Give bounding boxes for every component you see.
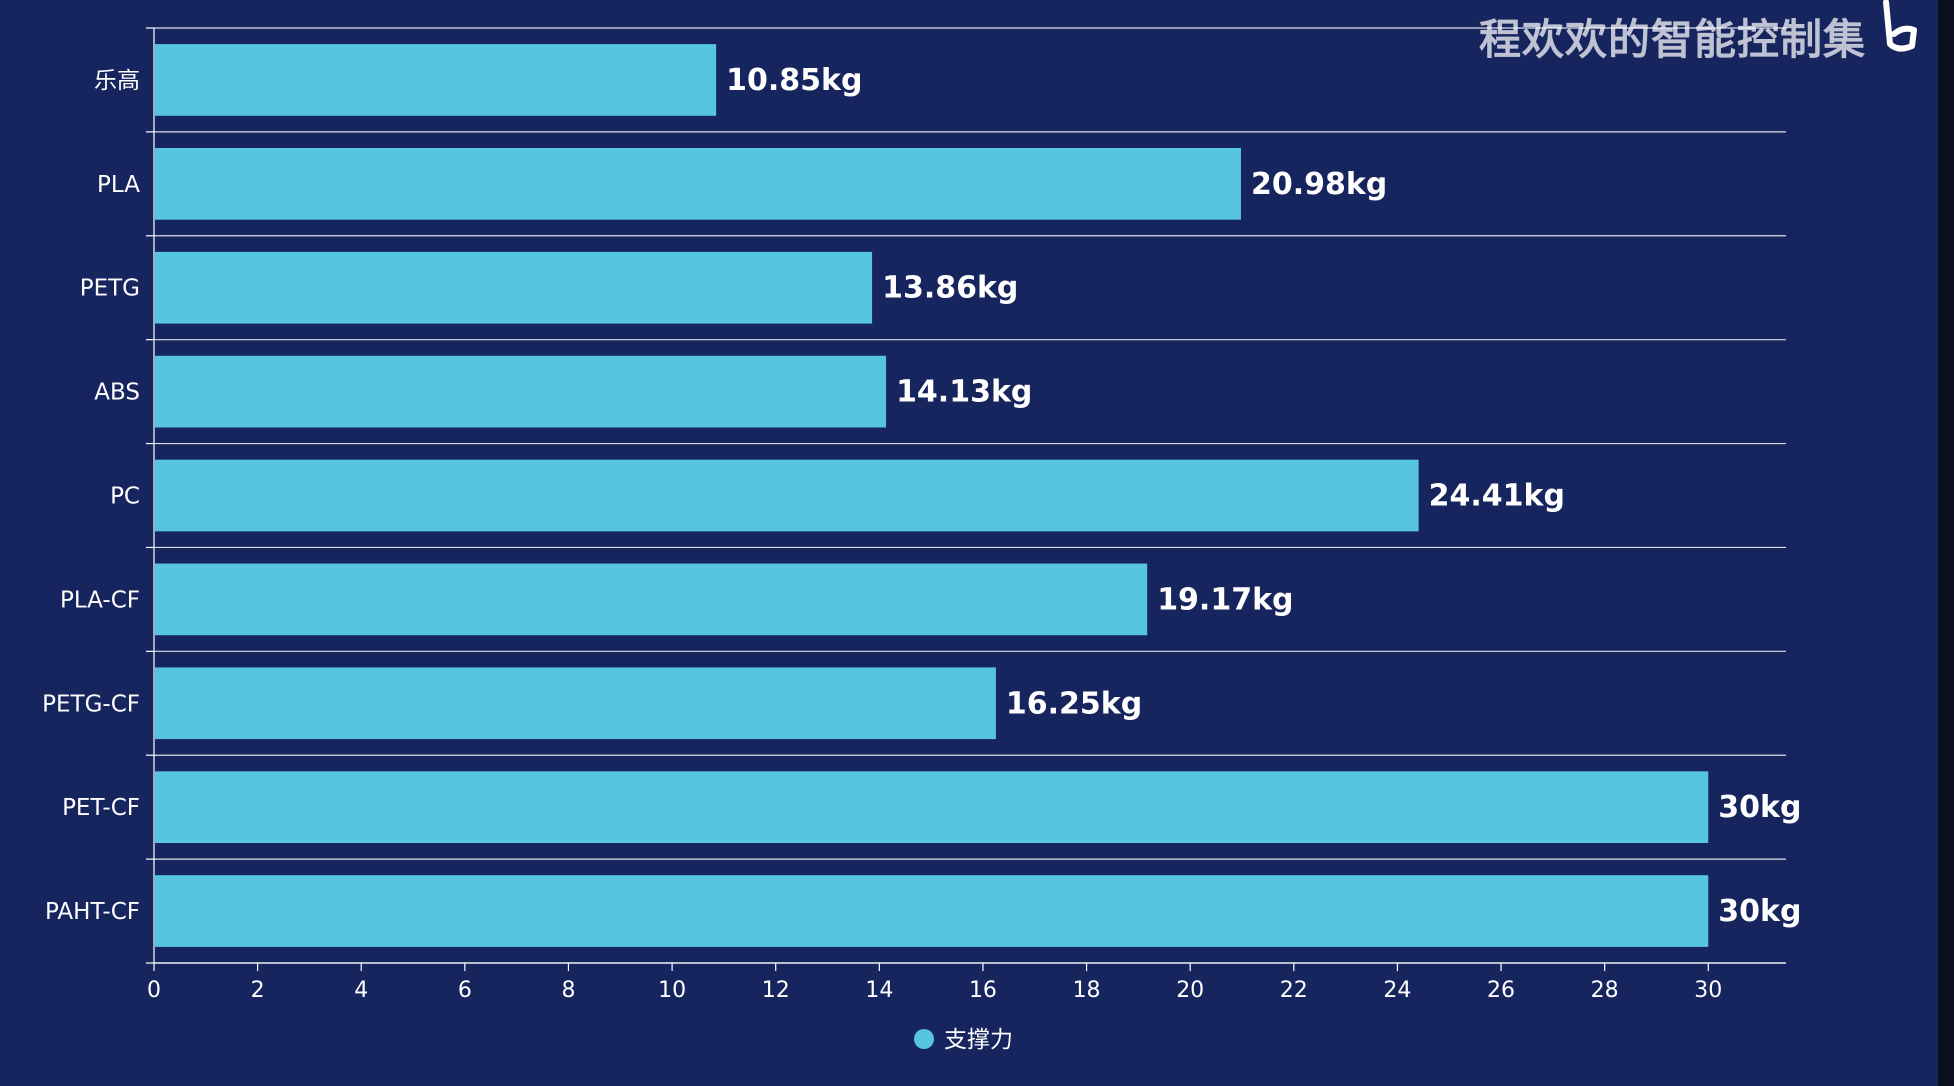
data-label: 14.13kg: [896, 375, 1032, 410]
x-tick-label: 18: [1073, 978, 1101, 1003]
window-edge: [1938, 0, 1954, 1086]
bar[interactable]: [155, 563, 1148, 636]
category-label: PLA-CF: [60, 587, 140, 613]
bar[interactable]: [155, 459, 1419, 532]
category-label: PAHT-CF: [45, 899, 140, 925]
bar[interactable]: [155, 251, 873, 324]
category-label: ABS: [94, 380, 140, 406]
data-label: 30kg: [1718, 894, 1801, 929]
x-tick-label: 22: [1280, 978, 1308, 1003]
x-tick-label: 26: [1487, 978, 1515, 1003]
bar[interactable]: [155, 771, 1709, 844]
x-tick-label: 4: [354, 978, 368, 1003]
bar[interactable]: [155, 667, 996, 740]
category-label: PLA: [97, 172, 140, 198]
data-label: 24.41kg: [1429, 479, 1565, 514]
x-tick-label: 10: [658, 978, 686, 1003]
x-tick-label: 2: [251, 978, 265, 1003]
x-tick-label: 30: [1694, 978, 1722, 1003]
x-tick-label: 8: [561, 978, 575, 1003]
x-tick-label: 14: [865, 978, 893, 1003]
x-tick-label: 16: [969, 978, 997, 1003]
legend[interactable]: 支撑力: [914, 1027, 1013, 1053]
x-tick-label: 6: [458, 978, 472, 1003]
category-label: PETG: [80, 276, 140, 302]
bars: 10.85kg 20.98kg 13.86kg 14.13kg 24.41kg 19.17…: [155, 44, 1801, 947]
axes: 乐高 PLA PETG ABS PC PLA-CF PETG-CF PET-CF PAHT-CF…: [42, 27, 1786, 1003]
bar[interactable]: [155, 147, 1241, 220]
category-label: 乐高: [94, 68, 140, 94]
category-label: PC: [110, 484, 140, 510]
x-tick-label: 20: [1176, 978, 1204, 1003]
bar[interactable]: [155, 875, 1709, 947]
data-label: 20.98kg: [1251, 167, 1387, 202]
x-tick-label: 12: [762, 978, 790, 1003]
bar[interactable]: [155, 355, 887, 428]
data-label: 30kg: [1718, 790, 1801, 825]
bilibili-logo-icon: [1883, 0, 1917, 52]
x-tick-label: 24: [1383, 978, 1411, 1003]
data-label: 19.17kg: [1157, 582, 1293, 617]
legend-label[interactable]: 支撑力: [944, 1027, 1013, 1053]
bar[interactable]: [155, 44, 717, 116]
category-label: PET-CF: [62, 795, 140, 821]
data-label: 13.86kg: [882, 271, 1018, 306]
x-tick-label: 28: [1591, 978, 1619, 1003]
x-tick-label: 0: [147, 978, 161, 1003]
data-label: 10.85kg: [726, 63, 862, 98]
category-label: PETG-CF: [42, 691, 140, 717]
watermark-text: 程欢欢的智能控制集: [1478, 15, 1866, 64]
data-label: 16.25kg: [1006, 686, 1142, 721]
legend-swatch[interactable]: [914, 1029, 934, 1049]
